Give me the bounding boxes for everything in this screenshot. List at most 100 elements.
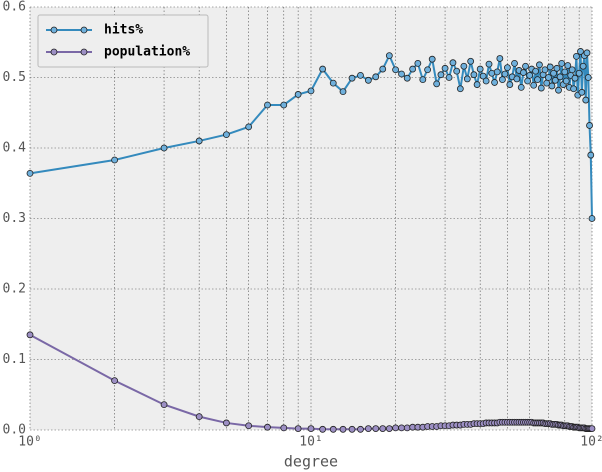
data-point (264, 101, 271, 109)
data-point (379, 425, 387, 432)
data-point (586, 122, 593, 129)
data-point (479, 72, 487, 80)
data-point (467, 57, 475, 65)
data-point (551, 76, 559, 84)
data-point (348, 425, 356, 433)
data-point (372, 425, 380, 432)
data-point (556, 73, 564, 81)
data-point (329, 79, 337, 87)
data-point (546, 63, 554, 71)
data-point (555, 86, 562, 94)
data-point (414, 60, 422, 67)
data-point (319, 65, 327, 73)
data-point (504, 64, 511, 72)
y-tick-label: 0.0 (3, 423, 26, 438)
data-point (588, 425, 596, 432)
data-point (437, 71, 445, 79)
data-point (470, 71, 478, 79)
data-point (583, 49, 591, 57)
y-tick-label: 0.4 (3, 141, 27, 156)
data-point (307, 87, 315, 95)
data-point (536, 61, 543, 69)
data-point (496, 55, 504, 62)
data-point (534, 76, 541, 84)
data-point (501, 70, 509, 78)
data-point (280, 101, 288, 109)
data-point (280, 424, 288, 432)
data-point (511, 60, 518, 67)
series-line (29, 51, 593, 219)
data-point (329, 425, 337, 433)
data-point (294, 425, 302, 432)
legend-marker (50, 48, 58, 56)
data-point (424, 66, 432, 74)
data-point (575, 69, 583, 77)
data-point (582, 96, 590, 104)
data-point (548, 82, 556, 90)
data-point (385, 52, 393, 60)
data-point (513, 75, 521, 83)
data-point (587, 151, 595, 159)
data-point (570, 85, 577, 93)
data-point (348, 74, 356, 82)
y-tick-label: 0.6 (3, 0, 26, 15)
y-tick-label: 0.1 (3, 352, 26, 367)
x-tick-label: 10¹ (299, 435, 322, 450)
data-point (364, 76, 372, 84)
data-point (264, 423, 271, 431)
data-point (460, 62, 468, 70)
data-point (524, 77, 532, 85)
data-point (223, 131, 230, 139)
data-point (491, 79, 498, 86)
y-tick-label: 0.3 (3, 211, 26, 226)
data-point (577, 48, 584, 55)
data-point (541, 66, 549, 74)
data-point (493, 68, 501, 76)
legend-marker (50, 26, 58, 34)
data-point (392, 424, 399, 432)
legend-label: population% (104, 45, 190, 60)
data-point (111, 156, 118, 164)
data-point (517, 83, 525, 91)
data-point (568, 66, 576, 74)
data-point (445, 74, 453, 81)
x-tick-label: 10⁰ (18, 435, 41, 450)
data-point (372, 73, 380, 81)
data-point (294, 91, 302, 98)
data-point (526, 71, 534, 79)
data-point (562, 77, 570, 85)
data-point (473, 81, 481, 88)
data-point (307, 425, 315, 432)
legend-label: hits% (104, 23, 143, 38)
data-point (530, 81, 538, 89)
data-point (520, 69, 527, 76)
data-point (223, 419, 230, 427)
data-point (572, 52, 580, 60)
data-point (26, 331, 34, 339)
data-point (245, 123, 253, 131)
data-point (588, 215, 596, 222)
data-point (579, 62, 587, 70)
data-point (558, 60, 566, 67)
data-point (398, 424, 405, 432)
data-point (195, 137, 203, 145)
y-tick-label: 0.2 (3, 282, 26, 297)
data-point (398, 70, 405, 78)
y-tick-label: 0.5 (3, 70, 26, 85)
data-point (584, 74, 592, 81)
data-point (357, 71, 364, 79)
data-point (319, 425, 327, 433)
data-point (419, 76, 427, 84)
data-point (545, 74, 552, 81)
data-point (364, 425, 372, 432)
legend-box (37, 14, 209, 68)
data-point (379, 65, 387, 73)
data-point (245, 422, 253, 430)
data-point (564, 62, 572, 69)
data-point (499, 76, 506, 84)
data-point (428, 55, 436, 63)
data-point (561, 68, 569, 76)
x-axis-label: degree (284, 453, 338, 471)
data-point (537, 84, 545, 92)
data-point (409, 65, 417, 73)
